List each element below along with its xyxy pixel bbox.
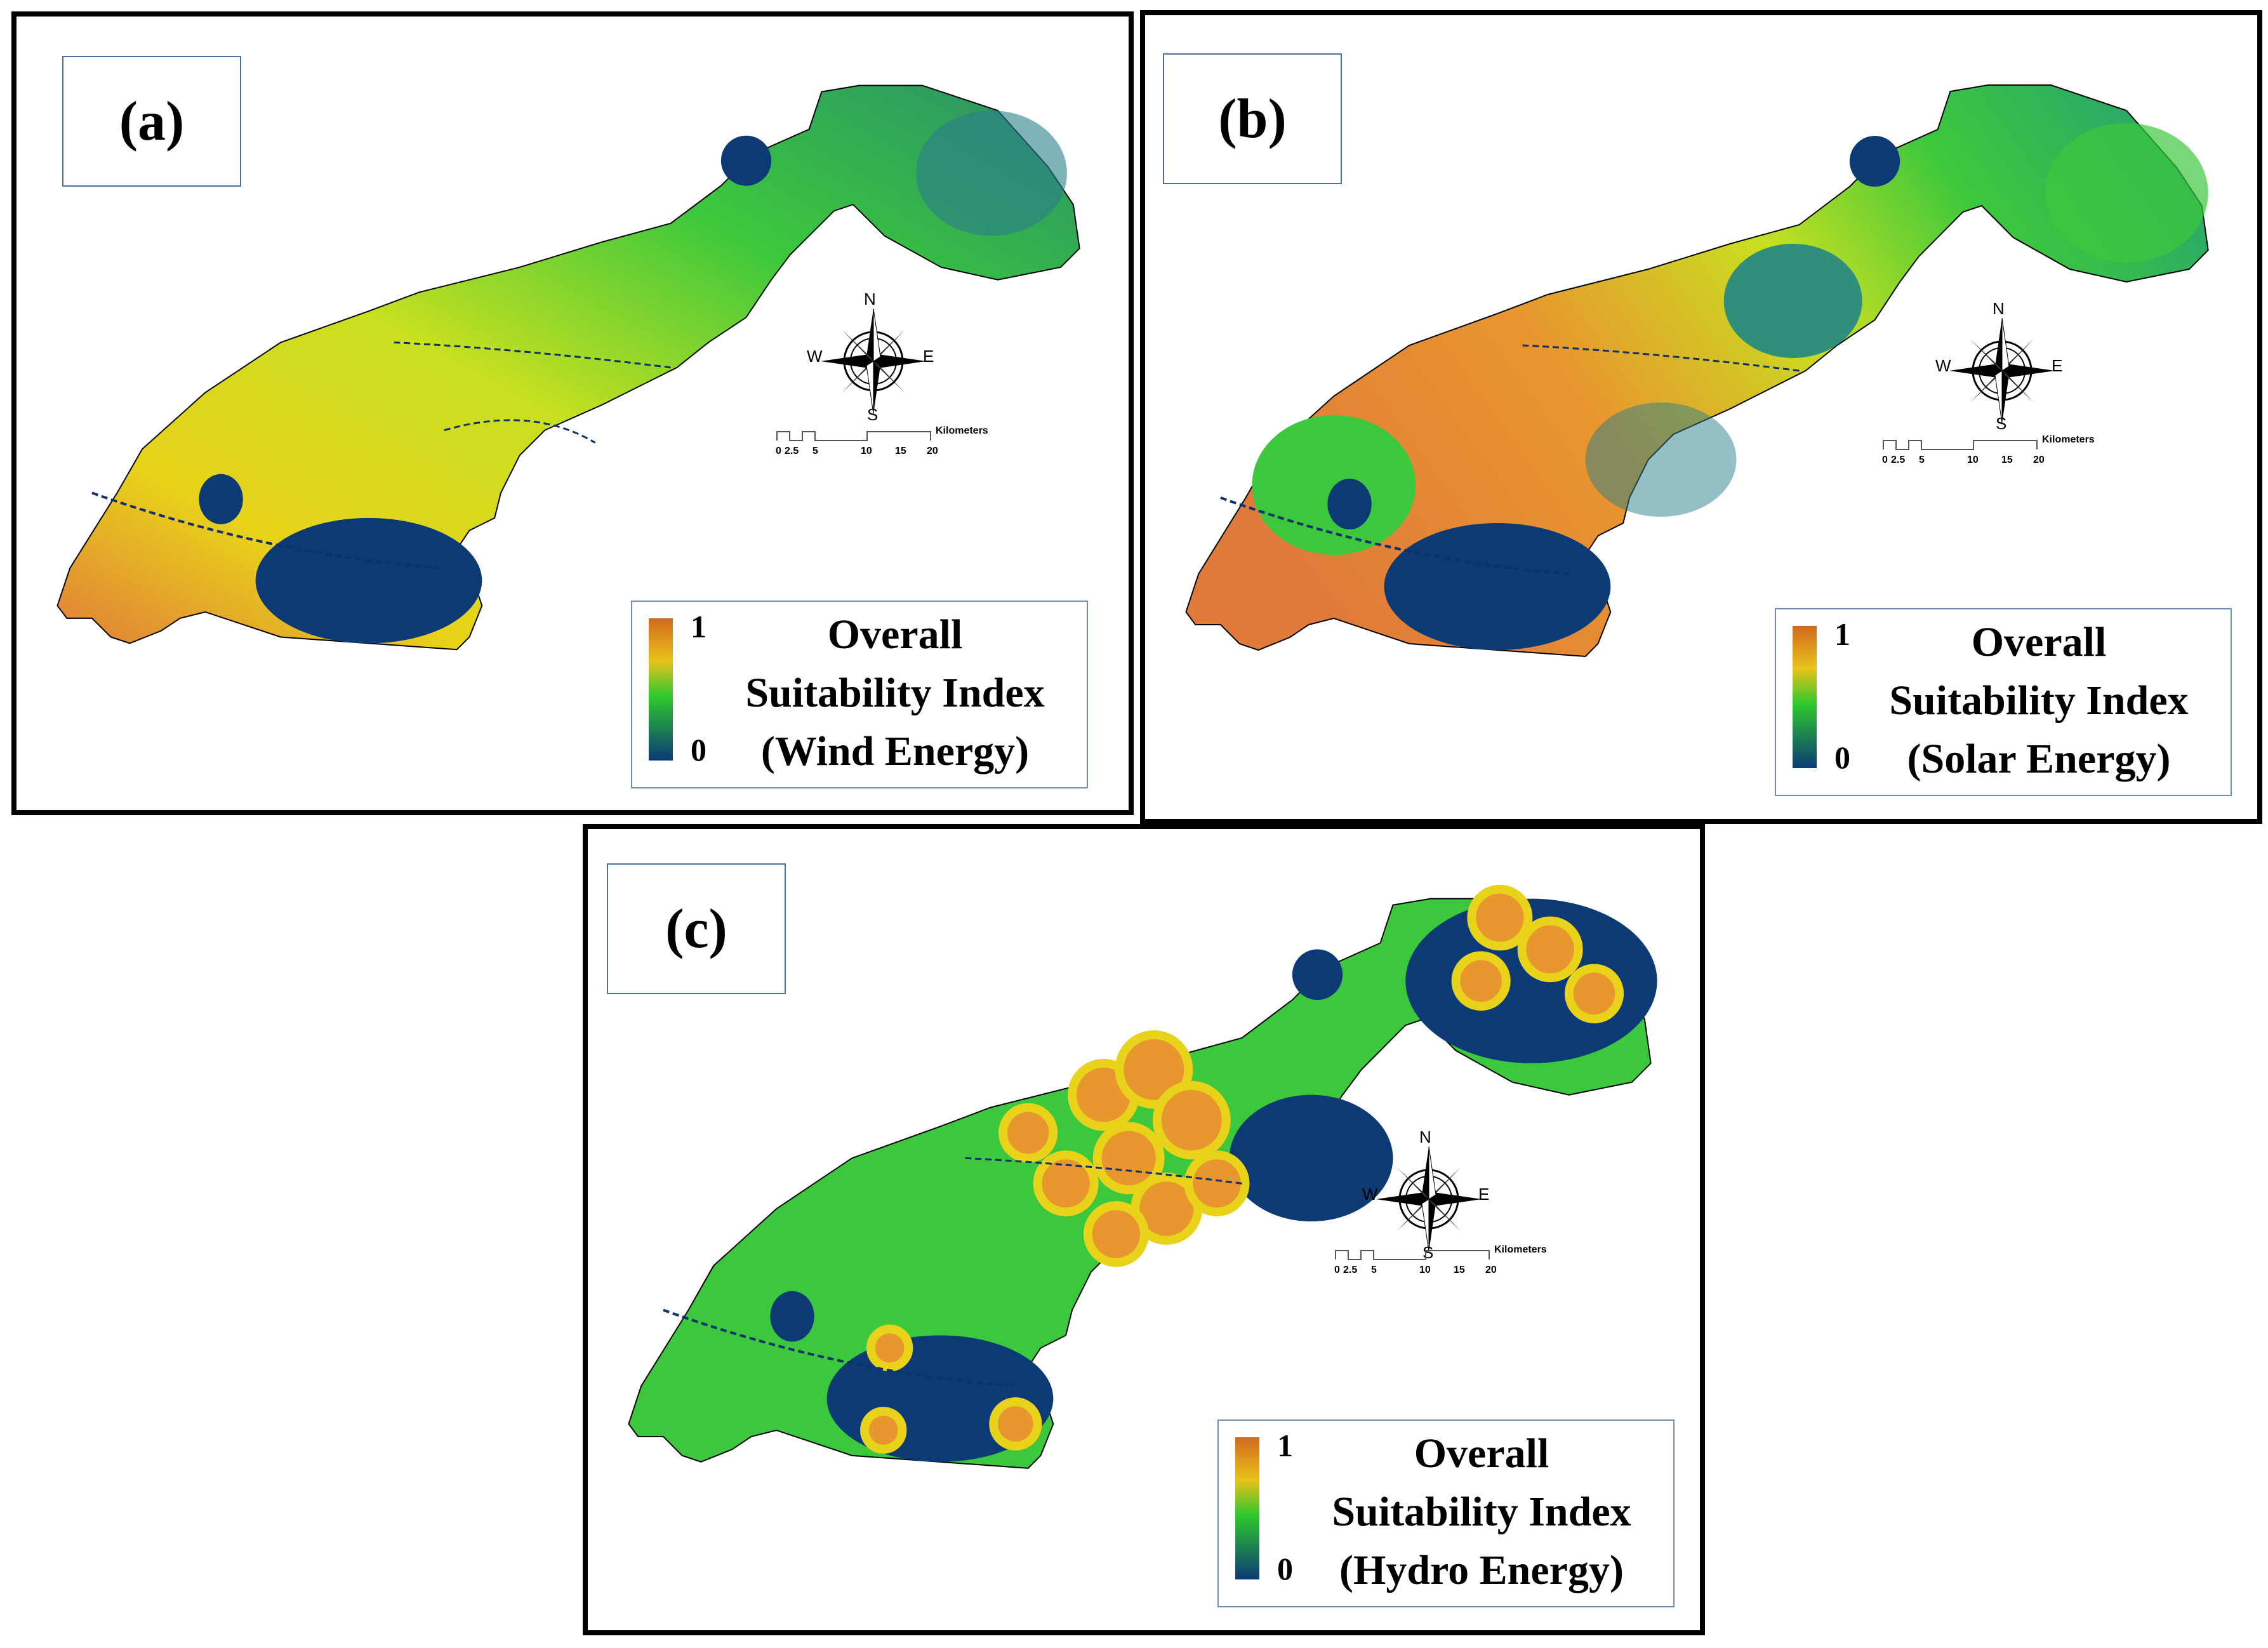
scale-tick: 5 — [812, 446, 818, 456]
scale-unit: Kilometers — [1494, 1244, 1547, 1255]
scale-tick: 10 — [1419, 1265, 1431, 1275]
compass-w: W — [807, 347, 823, 366]
compass-w: W — [1935, 356, 1951, 375]
legend-wind: 1 0 Overall Suitability Index (Wind Ener… — [631, 601, 1088, 788]
legend-title: Overall Suitability Index (Solar Energy) — [1859, 613, 2219, 788]
map-panel-solar: (b) N S E W Kilometers 0 2.5 5 10 15 20 … — [1140, 10, 2262, 824]
scale-bar: Kilometers 0 2.5 5 10 15 20 — [772, 423, 1038, 474]
compass-w: W — [1362, 1185, 1378, 1204]
legend-line: Suitability Index — [745, 670, 1045, 716]
scale-tick: 0 — [1882, 455, 1888, 465]
hydro-suitability-map — [628, 884, 1657, 1469]
scale-tick: 15 — [895, 446, 906, 456]
legend-solar: 1 0 Overall Suitability Index (Solar Ene… — [1775, 608, 2232, 796]
legend-min: 0 — [691, 732, 706, 768]
legend-title: Overall Suitability Index (Hydro Energy) — [1301, 1425, 1662, 1600]
scale-tick: 5 — [1371, 1265, 1377, 1275]
scale-tick: 0 — [776, 446, 781, 456]
scale-tick: 0 — [1334, 1265, 1340, 1275]
legend-min: 0 — [1277, 1551, 1293, 1586]
compass-e: E — [923, 347, 934, 366]
compass-e: E — [1478, 1185, 1490, 1204]
legend-line: Suitability Index — [1332, 1489, 1631, 1535]
scale-unit: Kilometers — [936, 425, 988, 436]
compass-n: N — [1993, 299, 2005, 318]
legend-line: Overall — [1414, 1430, 1549, 1477]
legend-title: Overall Suitability Index (Wind Energy) — [715, 606, 1075, 781]
scale-bar: Kilometers 0 2.5 5 10 15 20 — [1330, 1242, 1597, 1292]
legend-line: (Wind Energy) — [760, 728, 1030, 774]
legend-colorbar — [1235, 1437, 1259, 1579]
legend-colorbar — [649, 618, 673, 761]
legend-colorbar — [1793, 626, 1817, 768]
scale-tick: 2.5 — [1891, 455, 1906, 465]
scale-tick: 5 — [1919, 455, 1925, 465]
legend-min: 0 — [1834, 740, 1850, 775]
scale-unit: Kilometers — [2042, 434, 2095, 445]
scale-tick: 10 — [1967, 455, 1979, 465]
scale-tick: 2.5 — [1343, 1265, 1358, 1275]
panel-label: (b) — [1163, 53, 1342, 184]
scale-bar: Kilometers 0 2.5 5 10 15 20 — [1878, 432, 2145, 482]
scale-tick: 2.5 — [785, 446, 799, 456]
legend-max: 1 — [1277, 1428, 1293, 1463]
compass-e: E — [2052, 356, 2063, 375]
scale-tick: 10 — [861, 446, 872, 456]
map-panel-wind: (a) N S E W Kilometers 0 2.5 5 10 15 20 … — [11, 11, 1134, 815]
legend-line: (Hydro Energy) — [1339, 1547, 1624, 1593]
wind-suitability-map — [56, 84, 1080, 651]
legend-line: (Solar Energy) — [1907, 736, 2171, 782]
map-panel-hydro: (c) N S E W Kilometers 0 2.5 5 10 15 20 … — [583, 824, 1705, 1635]
compass-s: S — [867, 405, 879, 424]
legend-max: 1 — [1834, 616, 1850, 652]
scale-tick: 20 — [927, 446, 938, 456]
scale-tick: 15 — [2001, 455, 2013, 465]
compass-s: S — [1996, 414, 2007, 433]
compass-n: N — [1419, 1127, 1431, 1146]
scale-tick: 20 — [2033, 455, 2045, 465]
legend-max: 1 — [691, 609, 706, 644]
panel-label: (a) — [62, 56, 241, 187]
compass-n: N — [864, 289, 876, 309]
solar-suitability-map — [1185, 84, 2209, 657]
scale-tick: 20 — [1485, 1265, 1497, 1275]
legend-hydro: 1 0 Overall Suitability Index (Hydro Ene… — [1217, 1419, 1674, 1607]
legend-line: Overall — [1971, 619, 2107, 665]
panel-label: (c) — [607, 863, 786, 994]
legend-line: Overall — [827, 611, 963, 658]
scale-tick: 15 — [1454, 1265, 1465, 1275]
legend-line: Suitability Index — [1889, 677, 2189, 724]
